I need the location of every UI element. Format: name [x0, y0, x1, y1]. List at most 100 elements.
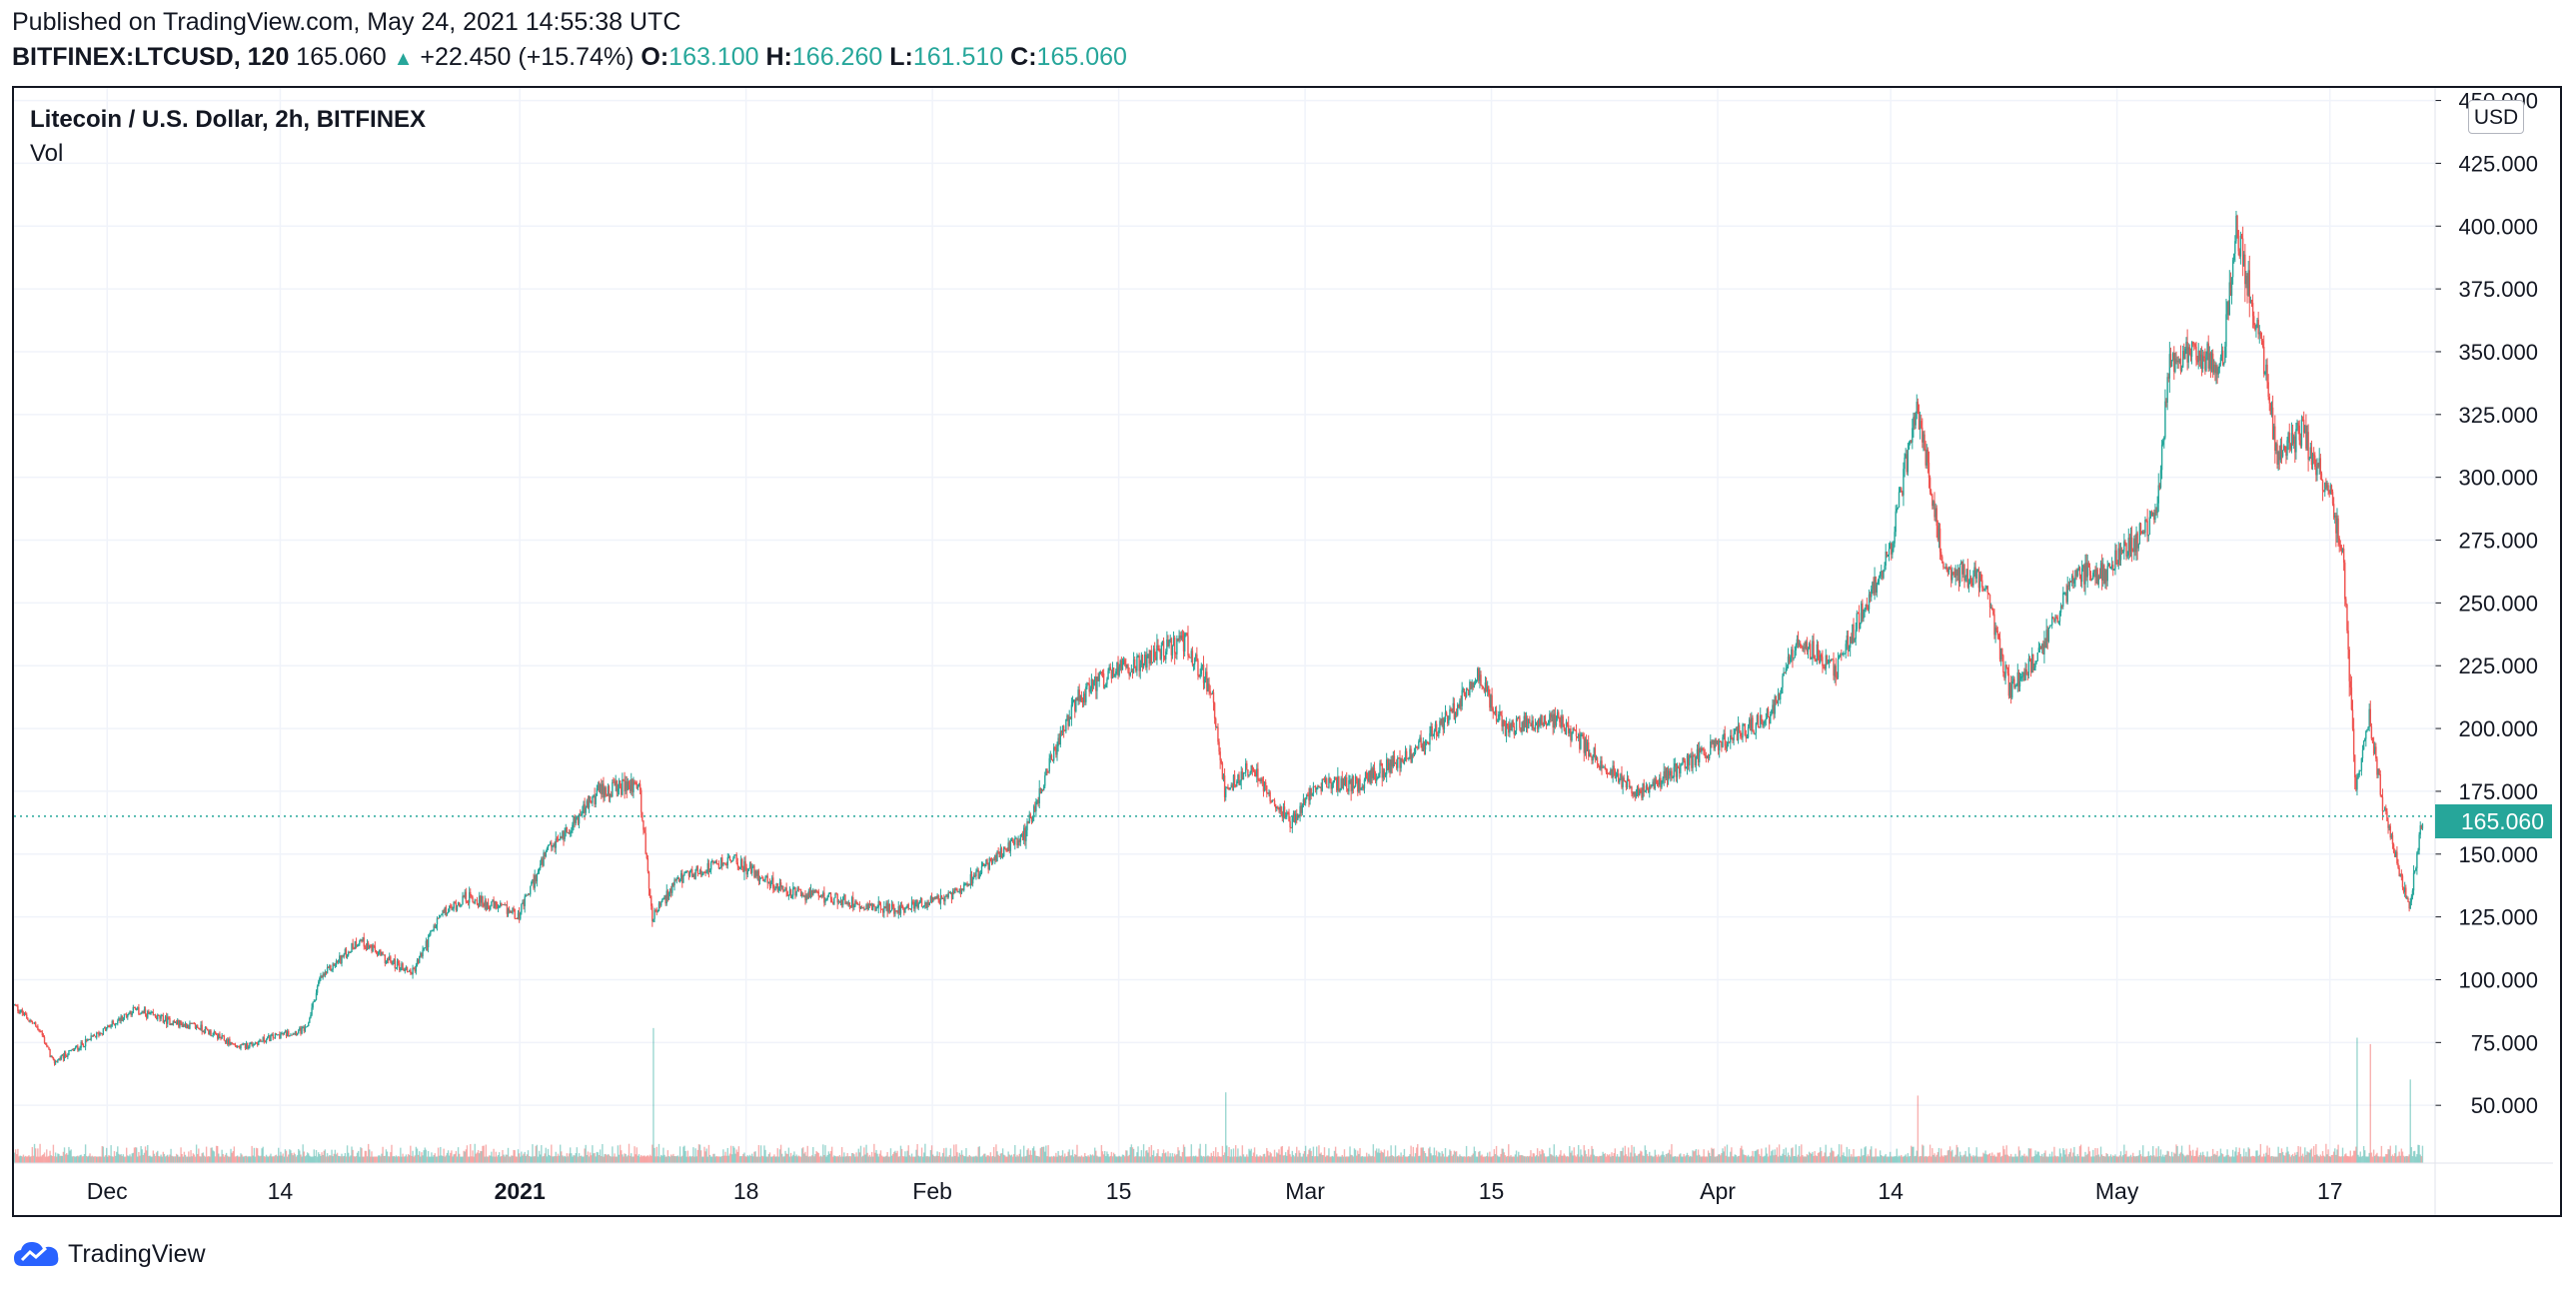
- volume-bar: [457, 1147, 460, 1163]
- candle-body: [109, 1026, 111, 1028]
- candle-body: [1346, 777, 1348, 789]
- volume-bar: [734, 1153, 736, 1163]
- volume-bar: [192, 1153, 194, 1163]
- candle-body: [933, 897, 935, 899]
- candle-body: [742, 867, 744, 872]
- candle-body: [1091, 678, 1094, 685]
- volume-bar: [1833, 1151, 1835, 1163]
- volume-bar: [356, 1152, 359, 1163]
- candle-body: [1124, 659, 1126, 664]
- candle-body: [1146, 655, 1148, 667]
- volume-bar: [249, 1156, 251, 1163]
- candle-body: [665, 890, 667, 904]
- candle-body: [1548, 719, 1550, 724]
- volume-bar: [84, 1144, 87, 1163]
- candle-body: [598, 785, 601, 792]
- volume-bar: [999, 1153, 1002, 1163]
- volume-bar: [2171, 1156, 2174, 1163]
- volume-bar: [1806, 1154, 1809, 1163]
- volume-bar: [541, 1145, 543, 1163]
- candle-body: [827, 893, 830, 897]
- candle-body: [638, 783, 641, 787]
- volume-bar: [14, 1149, 17, 1163]
- volume-bar: [147, 1145, 149, 1163]
- volume-bar: [1451, 1156, 1453, 1163]
- volume-bar: [1992, 1155, 1994, 1163]
- candle-body: [380, 949, 382, 956]
- volume-bar: [1064, 1153, 1066, 1163]
- volume-bar: [1220, 1156, 1222, 1163]
- volume-bar: [555, 1151, 557, 1163]
- candle-body: [651, 905, 653, 922]
- volume-bar: [2153, 1155, 2155, 1163]
- candle-body: [161, 1015, 163, 1017]
- volume-bar: [236, 1155, 239, 1163]
- candle-body: [947, 892, 949, 897]
- candle-body: [835, 893, 837, 895]
- volume-bar: [1981, 1156, 1983, 1163]
- candle-body: [1215, 718, 1217, 727]
- volume-bar: [1008, 1154, 1010, 1163]
- candle-body: [1205, 671, 1207, 680]
- candle-body: [1008, 842, 1010, 851]
- volume-bar: [894, 1150, 896, 1163]
- volume-bar: [490, 1155, 492, 1163]
- volume-bar: [609, 1155, 612, 1163]
- candle-body: [1004, 846, 1006, 849]
- candle-body: [1433, 730, 1436, 735]
- volume-bar: [478, 1153, 481, 1163]
- candle-body: [1098, 673, 1100, 681]
- candle-body: [642, 811, 644, 820]
- volume-bar: [969, 1156, 972, 1163]
- volume-bar: [1147, 1152, 1149, 1163]
- volume-bar: [1203, 1156, 1206, 1163]
- volume-bar: [1886, 1156, 1888, 1163]
- volume-bar: [748, 1154, 751, 1163]
- candle-body: [893, 906, 895, 914]
- volume-bar: [726, 1147, 729, 1163]
- volume-bar: [474, 1143, 476, 1163]
- candle-body: [468, 891, 471, 903]
- volume-bar: [345, 1156, 348, 1163]
- candle-body: [996, 851, 998, 861]
- candle-body: [508, 908, 511, 913]
- volume-bar: [973, 1156, 975, 1163]
- candle-body: [622, 779, 624, 795]
- volume-bar: [1149, 1156, 1151, 1163]
- candle-body: [1118, 666, 1120, 675]
- volume-bar: [118, 1153, 120, 1163]
- candle-body: [1474, 681, 1477, 684]
- volume-bar: [2088, 1151, 2091, 1163]
- candle-body: [908, 908, 911, 910]
- candle-body: [1259, 779, 1261, 781]
- volume-bar: [1579, 1156, 1581, 1163]
- volume-bar: [94, 1156, 97, 1163]
- volume-bar: [2119, 1151, 2122, 1163]
- volume-bar: [1380, 1150, 1382, 1163]
- volume-bar: [1233, 1156, 1236, 1163]
- candle-body: [90, 1035, 92, 1040]
- volume-bar: [395, 1155, 398, 1163]
- volume-bar: [957, 1156, 959, 1163]
- volume-bar: [593, 1153, 595, 1163]
- candle-body: [1445, 711, 1448, 716]
- volume-bar: [2406, 1155, 2408, 1163]
- candle-body: [840, 900, 843, 905]
- candle-body: [391, 961, 393, 965]
- volume-bar: [1786, 1156, 1789, 1163]
- volume-bar: [628, 1143, 631, 1163]
- volume-bar: [1617, 1156, 1620, 1163]
- volume-bar: [292, 1155, 294, 1163]
- volume-bar: [275, 1154, 278, 1163]
- volume-bar: [937, 1155, 939, 1163]
- volume-bar: [1576, 1154, 1579, 1163]
- candle-body: [359, 940, 361, 945]
- candle-body: [485, 900, 488, 909]
- candle-body: [605, 787, 607, 795]
- candle-body: [122, 1017, 125, 1021]
- volume-bar: [322, 1154, 324, 1163]
- volume-bar: [2005, 1145, 2007, 1163]
- volume-bar: [1561, 1155, 1563, 1163]
- volume-bar: [18, 1156, 20, 1163]
